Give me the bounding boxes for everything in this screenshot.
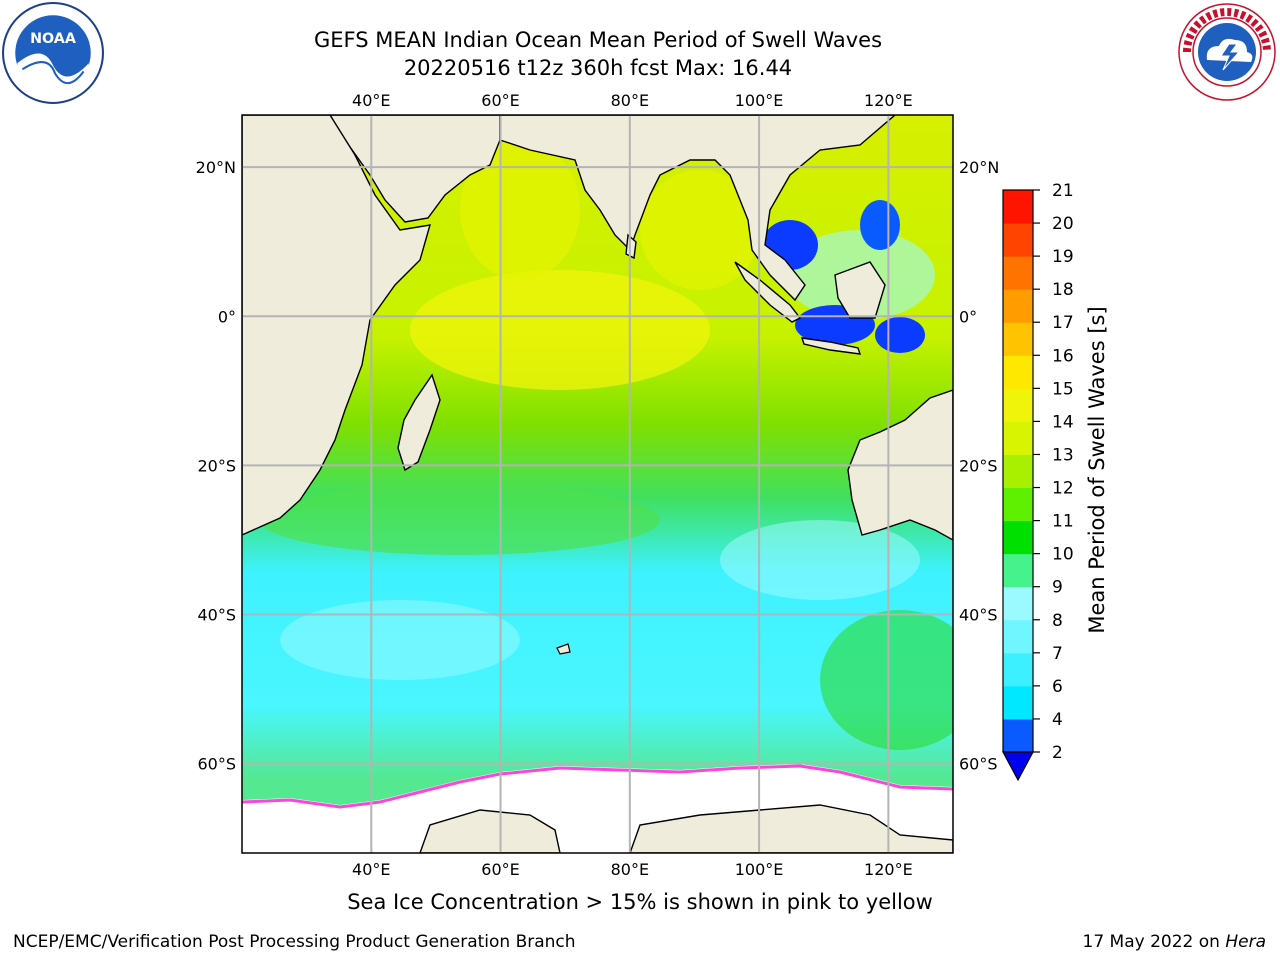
noaa-logo-text: NOAA	[30, 31, 76, 47]
swell-patch	[640, 170, 760, 290]
lat-tick-label: 40°S	[197, 605, 236, 624]
colorbar-tick-label: 8	[1052, 611, 1063, 631]
short-swell-patch	[875, 317, 925, 353]
colorbar-swatch	[1003, 718, 1033, 753]
colorbar-tick-label: 15	[1052, 379, 1074, 399]
colorbar-swatch	[1003, 190, 1033, 224]
colorbar-tick-label: 20	[1052, 214, 1074, 234]
sea-ice-note: Sea Ice Concentration > 15% is shown in …	[347, 890, 933, 914]
colorbar-tick-label: 12	[1052, 479, 1074, 499]
colorbar-swatch	[1003, 421, 1033, 455]
swell-patch	[410, 270, 710, 390]
colorbar-tick-label: 14	[1052, 412, 1074, 432]
lon-tick-label: 80°E	[611, 91, 649, 110]
landmass-borneo	[834, 261, 886, 319]
lon-tick-label: 40°E	[352, 91, 390, 110]
swell-patch	[820, 610, 953, 750]
landmass-asia	[499, 115, 897, 302]
chart-title: GEFS MEAN Indian Ocean Mean Period of Sw…	[313, 28, 883, 52]
colorbar-frame	[1002, 189, 1034, 753]
colorbar-swatch	[1003, 586, 1033, 621]
lon-tick-labels-bottom: 40°E 60°E 80°E 100°E 120°E	[352, 860, 913, 879]
lon-tick-label: 60°E	[481, 860, 519, 879]
colorbar-tick-label: 7	[1052, 644, 1063, 664]
lon-tick-label: 100°E	[735, 91, 784, 110]
colorbar-swatch	[1003, 652, 1033, 687]
colorbar-swatch	[1003, 454, 1033, 489]
lon-tick-labels-top: 40°E 60°E 80°E 100°E 120°E	[352, 91, 913, 110]
landmass-sri-lanka	[625, 233, 637, 260]
colorbar-tick-label: 13	[1052, 445, 1074, 465]
colorbar-swatch	[1003, 487, 1033, 522]
colorbar-swatch	[1003, 520, 1033, 555]
colorbar-tick-label: 6	[1052, 677, 1063, 697]
map-frame	[241, 114, 954, 854]
colorbar-title: Mean Period of Swell Waves [s]	[1085, 306, 1109, 634]
landmass-java	[800, 337, 862, 355]
lat-tick-label: 60°S	[959, 755, 998, 774]
landmass-madagascar	[397, 373, 441, 472]
colorbar-tick-label: 18	[1052, 280, 1074, 300]
colorbar-swatch	[1003, 355, 1033, 389]
lon-tick-label: 60°E	[481, 91, 519, 110]
lat-tick-labels-right: 20°N 0° 20°S 40°S 60°S	[959, 158, 999, 773]
footer-credit: NCEP/EMC/Verification Post Processing Pr…	[13, 932, 576, 952]
lat-tick-labels-left: 20°N 0° 20°S 40°S 60°S	[196, 158, 236, 773]
swell-patch	[280, 600, 520, 680]
lon-tick-label: 100°E	[735, 860, 784, 879]
colorbar-swatch	[1003, 322, 1033, 356]
short-swell-patch	[860, 200, 900, 250]
sea-ice-edge	[242, 764, 953, 809]
chart-subtitle: 20220516 t12z 360h fcst Max: 16.44	[403, 56, 793, 80]
landmass-sumatra	[734, 261, 802, 323]
colorbar-tick-label: 11	[1052, 512, 1074, 532]
landmass-antarctica	[629, 804, 953, 853]
map-area	[242, 115, 953, 853]
footer-host: Hera	[1225, 932, 1266, 952]
colorbar-tick-label: 17	[1052, 313, 1074, 333]
colorbar-tick-labels: 2 4 6 7 8 9 10 11 12 13 14 15 16 17 18 1…	[1052, 181, 1074, 763]
lon-tick-label: 40°E	[352, 860, 390, 879]
colorbar-tick-label: 2	[1052, 743, 1063, 763]
lon-tick-label: 120°E	[864, 91, 913, 110]
swell-patch	[460, 140, 580, 280]
lat-tick-label: 20°N	[959, 158, 999, 177]
lat-tick-label: 40°S	[959, 605, 998, 624]
swell-patch	[720, 520, 920, 600]
colorbar-tick-label: 16	[1052, 346, 1074, 366]
lat-tick-label: 0°	[218, 307, 236, 326]
footer-date: 17 May 2022 on Hera	[1083, 932, 1267, 952]
lon-tick-label: 120°E	[864, 860, 913, 879]
colorbar-swatch	[1003, 388, 1033, 422]
colorbar-swatch	[1003, 553, 1033, 588]
lat-tick-label: 20°N	[196, 158, 236, 177]
landmass-kerguelen	[556, 643, 571, 655]
lon-tick-label: 80°E	[611, 860, 649, 879]
colorbar-tick-label: 21	[1052, 181, 1074, 201]
colorbar-swatch	[1003, 619, 1033, 654]
colorbar-swatch	[1003, 289, 1033, 323]
colorbar-swatch	[1003, 223, 1033, 257]
landmass-africa	[242, 115, 431, 536]
colorbar-tick-label: 4	[1052, 710, 1063, 730]
lat-tick-label: 20°S	[197, 456, 236, 475]
footer-date-text: 17 May 2022 on	[1082, 932, 1220, 952]
colorbar-under-arrow	[1001, 751, 1035, 782]
colorbar	[1001, 189, 1040, 782]
lat-tick-label: 20°S	[959, 456, 998, 475]
national-weather-service-logo	[1178, 3, 1276, 101]
noaa-logo: NOAA	[2, 2, 104, 104]
lat-tick-label: 60°S	[197, 755, 236, 774]
colorbar-tick-label: 9	[1052, 578, 1063, 598]
lat-tick-label: 0°	[959, 307, 977, 326]
colorbar-swatch	[1003, 256, 1033, 290]
gridlines	[242, 115, 953, 853]
landmass-antarctica	[419, 809, 561, 853]
colorbar-swatch	[1003, 685, 1033, 720]
colorbar-tick-label: 10	[1052, 545, 1074, 565]
colorbar-tick-label: 19	[1052, 247, 1074, 267]
swell-patch	[260, 485, 660, 555]
